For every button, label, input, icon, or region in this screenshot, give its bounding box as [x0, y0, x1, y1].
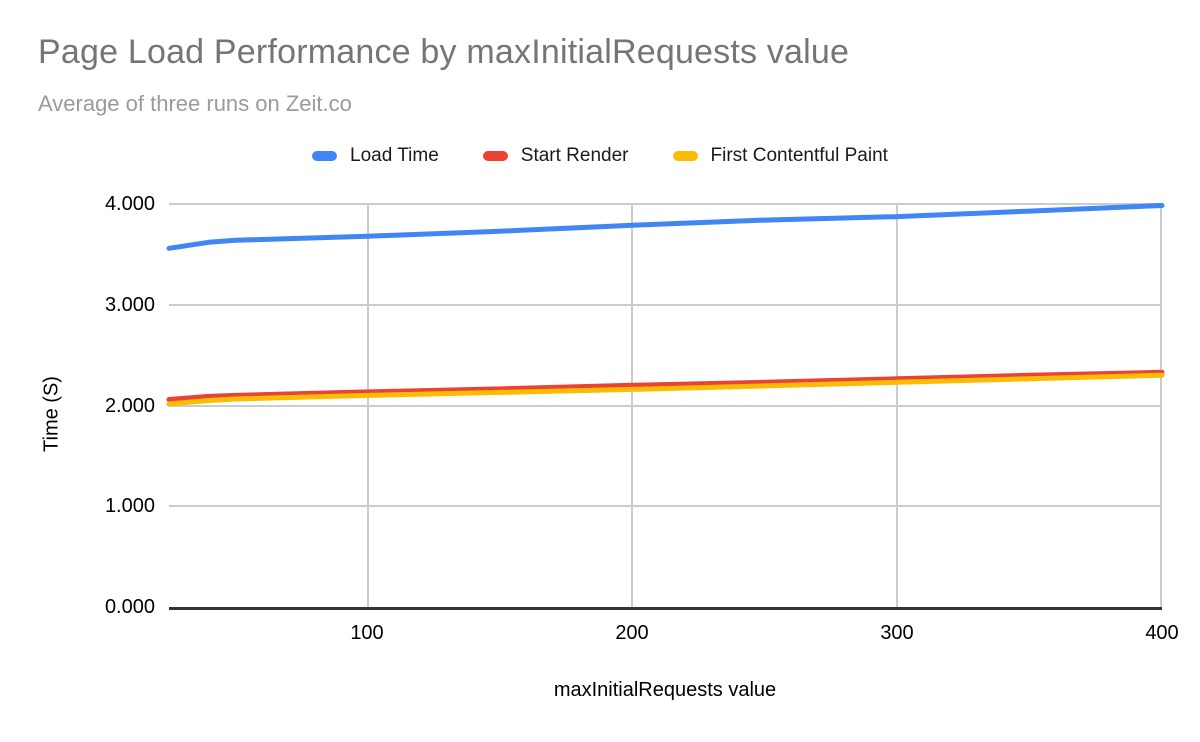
- x-tick-label-300: 300: [880, 622, 914, 644]
- chart-subtitle: Average of three runs on Zeit.co: [38, 91, 352, 116]
- gridline-x-100: [366, 204, 369, 607]
- gridline-x-400: [1160, 204, 1162, 607]
- chart-title: Page Load Performance by maxInitialReque…: [38, 33, 850, 71]
- legend-item-start-render: Start Render: [482, 145, 629, 167]
- plot-area: [166, 203, 1165, 610]
- y-tick-label-1: 1.000: [104, 495, 155, 517]
- legend-swatch-load-time-icon: [312, 151, 338, 161]
- legend-label-first-contentful-paint: First Contentful Paint: [710, 145, 888, 166]
- legend-item-first-contentful-paint: First Contentful Paint: [672, 145, 888, 167]
- x-axis-title: maxInitialRequests value: [553, 679, 777, 701]
- x-tick-label-200: 200: [615, 622, 649, 644]
- legend-swatch-first-contentful-paint-icon: [672, 151, 698, 161]
- y-tick-label-3: 3.000: [104, 294, 155, 316]
- gridline-x-300: [896, 204, 899, 607]
- x-tick-label-100: 100: [350, 622, 384, 644]
- legend-swatch-start-render-icon: [482, 151, 508, 161]
- legend-item-load-time: Load Time: [312, 145, 439, 167]
- gridline-y-1: [169, 505, 1162, 508]
- y-tick-label-2: 2.000: [104, 395, 155, 417]
- gridline-y-2: [169, 404, 1162, 407]
- y-tick-label-4: 4.000: [104, 193, 155, 215]
- gridline-y-3: [169, 303, 1162, 306]
- gridline-x-200: [631, 204, 634, 607]
- y-axis-title: Time (S): [40, 376, 63, 452]
- legend: Load Time Start Render First Contentful …: [0, 143, 1200, 169]
- line-series-svg: [166, 203, 1165, 407]
- gridline-y-4: [169, 203, 1162, 205]
- y-tick-label-0: 0.000: [104, 596, 155, 618]
- x-tick-label-400: 400: [1145, 622, 1179, 644]
- legend-label-load-time: Load Time: [350, 145, 439, 166]
- legend-label-start-render: Start Render: [520, 145, 629, 166]
